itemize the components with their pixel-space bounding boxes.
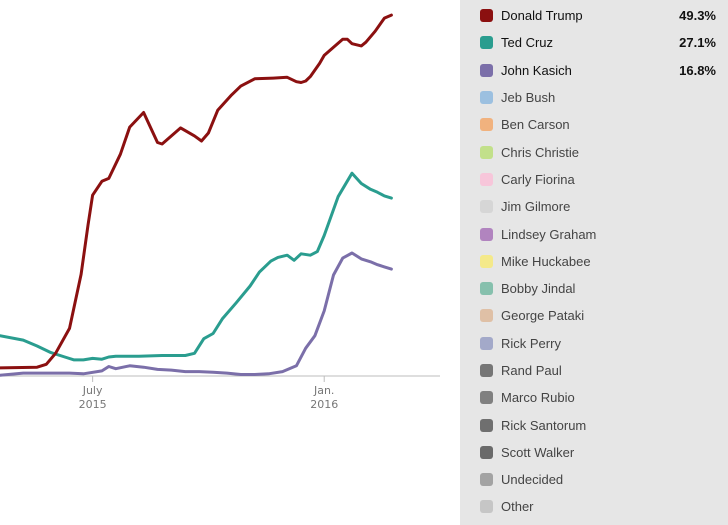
legend-swatch: [480, 473, 493, 487]
legend-item-rick-perry[interactable]: Rick Perry: [460, 330, 728, 357]
legend-item-rand-paul[interactable]: Rand Paul: [460, 357, 728, 384]
legend-swatch: [480, 336, 493, 350]
legend-swatch: [480, 445, 493, 459]
legend-swatch: [480, 254, 493, 268]
legend-label: Jim Gilmore: [501, 199, 571, 215]
legend-swatch: [480, 36, 493, 50]
legend-label: Rick Santorum: [501, 417, 587, 433]
legend-item-jeb-bush[interactable]: Jeb Bush: [460, 84, 728, 111]
legend-swatch: [480, 145, 493, 159]
legend-item-bobby-jindal[interactable]: Bobby Jindal: [460, 275, 728, 302]
legend-label: Rick Perry: [501, 335, 561, 351]
legend-label: Jeb Bush: [501, 90, 556, 106]
series-line-john-kasich: [0, 251, 393, 377]
legend-swatch: [480, 227, 493, 241]
legend-item-john-kasich[interactable]: John Kasich 16.8%: [460, 57, 728, 84]
legend-item-donald-trump[interactable]: Donald Trump 49.3%: [460, 2, 728, 29]
legend-swatch: [480, 91, 493, 105]
legend-swatch: [480, 364, 493, 377]
legend-item-rick-santorum[interactable]: Rick Santorum: [460, 411, 728, 438]
legend-item-marco-rubio[interactable]: Marco Rubio: [460, 384, 728, 411]
legend-label: Rand Paul: [501, 363, 562, 378]
legend-swatch: [480, 200, 493, 214]
series-line-ted-cruz: [0, 171, 393, 362]
legend-item-scott-walker[interactable]: Scott Walker: [460, 439, 728, 466]
legend-swatch: [480, 63, 493, 77]
legend-item-mike-huckabee[interactable]: Mike Huckabee: [460, 248, 728, 275]
legend-label: Ben Carson: [501, 117, 570, 133]
line-chart: July 2015 Jan. 2016: [0, 13, 440, 411]
legend-label: Marco Rubio: [501, 390, 575, 406]
legend-item-other[interactable]: Other: [460, 493, 728, 520]
legend-item-ted-cruz[interactable]: Ted Cruz 27.1%: [460, 29, 728, 56]
legend-swatch: [480, 172, 493, 186]
legend-label: Ted Cruz: [501, 35, 554, 51]
legend-percentage: 49.3%: [679, 8, 716, 24]
x-tick-label: Jan.: [313, 384, 334, 397]
legend-label: Chris Christie: [501, 144, 580, 160]
legend-item-george-pataki[interactable]: George Pataki: [460, 302, 728, 329]
legend-label: George Pataki: [501, 308, 585, 324]
legend-swatch: [480, 118, 493, 132]
legend-item-lindsey-graham[interactable]: Lindsey Graham: [460, 220, 728, 247]
x-tick-year-label: 2015: [79, 398, 107, 411]
legend-label: Donald Trump: [501, 8, 583, 24]
legend-swatch: [480, 9, 493, 23]
legend-label: Undecided: [501, 472, 564, 488]
legend-item-jim-gilmore[interactable]: Jim Gilmore: [460, 193, 728, 220]
legend-label: Carly Fiorina: [501, 171, 575, 187]
legend-item-ben-carson[interactable]: Ben Carson: [460, 111, 728, 138]
legend-label: Bobby Jindal: [501, 281, 576, 297]
x-tick-label: July: [82, 384, 103, 397]
legend-swatch: [480, 418, 493, 432]
legend-percentage: 16.8%: [679, 62, 716, 78]
legend-swatch: [480, 282, 493, 296]
legend-swatch: [480, 309, 493, 323]
legend-swatch: [480, 391, 493, 405]
legend-item-undecided[interactable]: Undecided: [460, 466, 728, 493]
legend-label: Other: [501, 499, 534, 515]
x-tick-year-label: 2016: [310, 398, 338, 411]
legend-label: Mike Huckabee: [501, 253, 591, 269]
legend-label: John Kasich: [501, 62, 572, 78]
legend-item-carly-fiorina[interactable]: Carly Fiorina: [460, 166, 728, 193]
series-line-donald-trump: [0, 13, 393, 370]
legend-panel: Donald Trump 49.3% Ted Cruz 27.1% John Kasic…: [460, 0, 728, 525]
legend-label: Lindsey Graham: [501, 226, 597, 242]
legend-swatch: [480, 500, 493, 514]
legend-percentage: 27.1%: [679, 35, 716, 51]
legend-item-chris-christie[interactable]: Chris Christie: [460, 138, 728, 165]
legend-label: Scott Walker: [501, 444, 575, 460]
